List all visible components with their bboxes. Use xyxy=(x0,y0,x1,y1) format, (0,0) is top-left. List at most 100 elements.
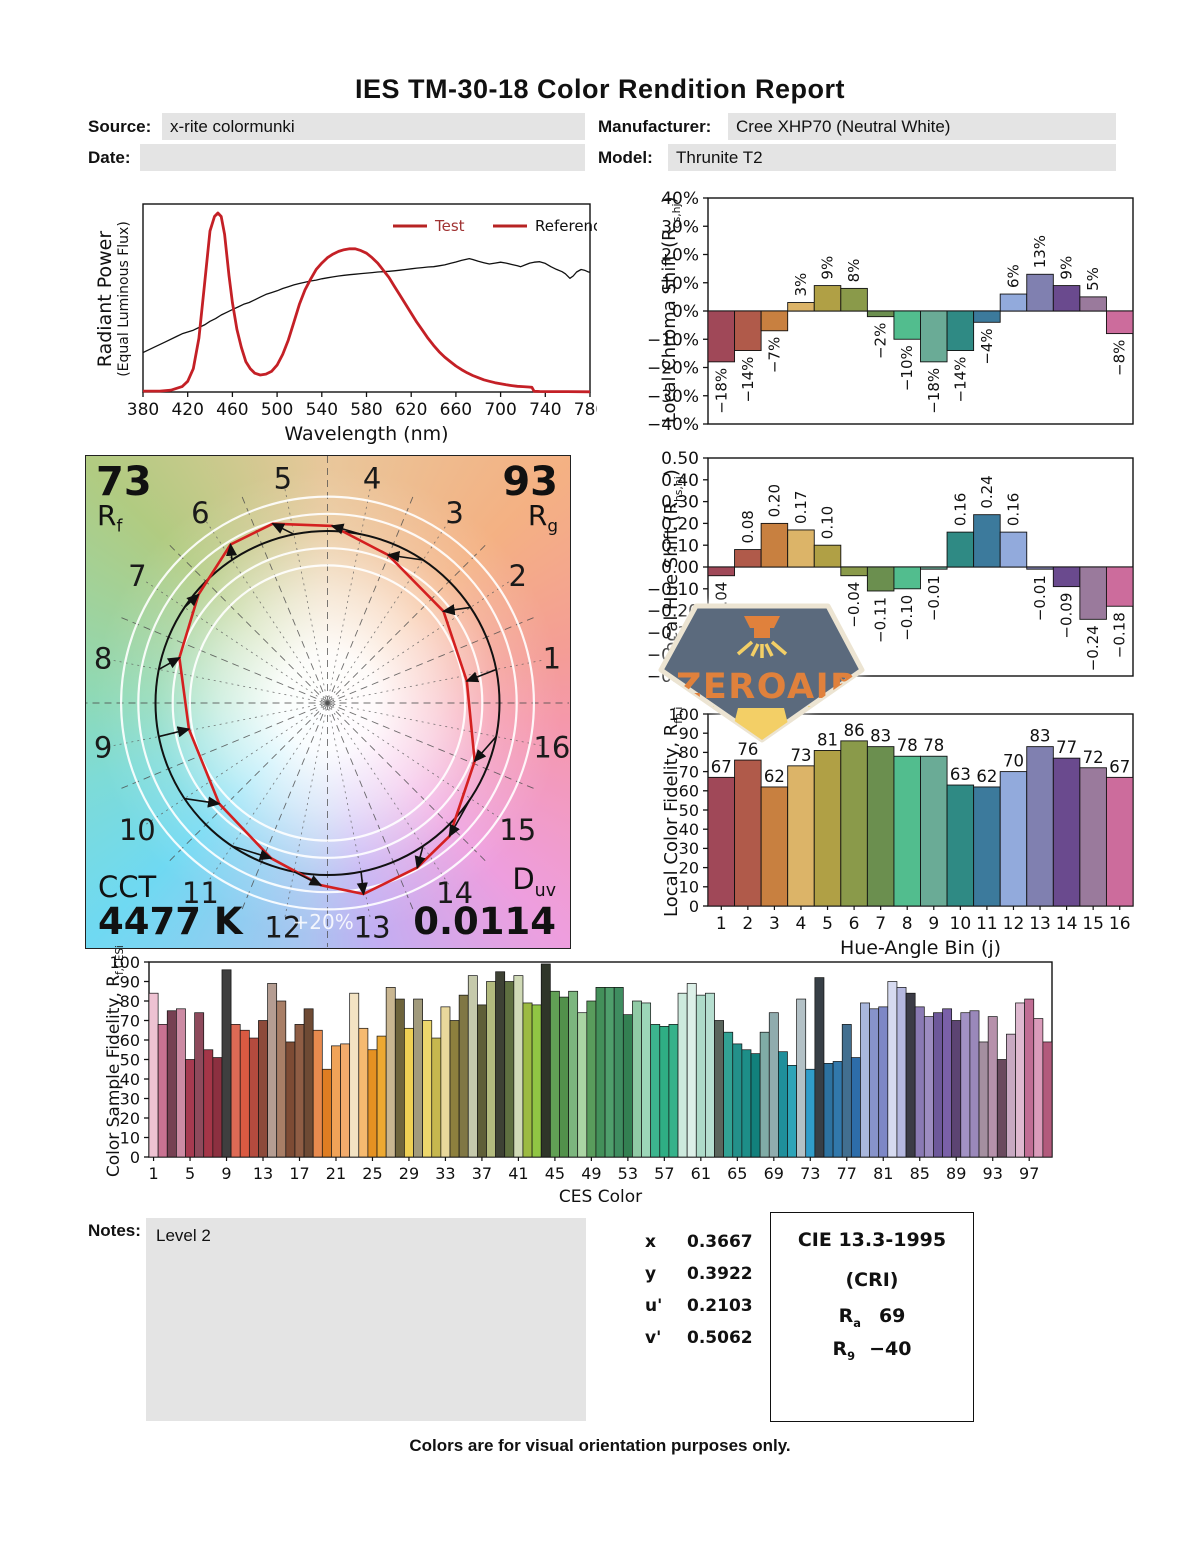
svg-text:10: 10 xyxy=(120,1128,140,1147)
svg-text:15: 15 xyxy=(499,813,536,847)
ces-bar-14 xyxy=(267,983,278,1158)
ces-bar-54 xyxy=(632,1000,642,1158)
svg-text:65: 65 xyxy=(727,1164,747,1183)
svg-text:Wavelength (nm): Wavelength (nm) xyxy=(284,423,448,445)
svg-text:69: 69 xyxy=(764,1164,784,1183)
model-label: Model: xyxy=(598,148,653,167)
ces-bar-84 xyxy=(905,992,916,1158)
svg-text:16: 16 xyxy=(1109,914,1131,934)
bar-bin-13 xyxy=(1026,273,1054,312)
rg-label: Rg xyxy=(527,499,558,536)
svg-text:0.16: 0.16 xyxy=(951,493,969,526)
svg-text:73: 73 xyxy=(800,1164,820,1183)
svg-text:0.10: 0.10 xyxy=(819,506,837,539)
ces-bar-85 xyxy=(914,1006,925,1158)
svg-text:−0.01: −0.01 xyxy=(1031,575,1049,621)
svg-text:90: 90 xyxy=(120,972,140,991)
bar-bin-7 xyxy=(866,310,895,318)
ces-bar-13 xyxy=(258,1020,268,1158)
ces-bar-87 xyxy=(933,1012,943,1158)
rf-label: Rf xyxy=(97,499,123,536)
fidelity-bar-bin-3 xyxy=(760,786,789,907)
ces-bar-6 xyxy=(194,1012,205,1158)
svg-text:41: 41 xyxy=(508,1164,528,1183)
notes-value: Level 2 xyxy=(146,1218,586,1421)
svg-text:0: 0 xyxy=(689,897,699,916)
svg-text:7: 7 xyxy=(875,914,886,934)
ces-bar-17 xyxy=(294,1024,305,1158)
date-label: Date: xyxy=(88,148,131,167)
shift-arrow-bin-6 xyxy=(225,542,238,561)
fidelity-bar-bin-8 xyxy=(893,755,921,907)
svg-text:−10%: −10% xyxy=(647,330,699,350)
bar-bin-3 xyxy=(760,522,789,568)
ces-bar-72 xyxy=(796,998,807,1158)
ces-bar-28 xyxy=(394,998,405,1158)
ces-bar-43 xyxy=(531,1004,542,1158)
svg-text:4: 4 xyxy=(796,914,807,934)
ces-bar-8 xyxy=(212,1057,223,1158)
svg-text:97: 97 xyxy=(1019,1164,1039,1183)
ces-bar-3 xyxy=(166,1010,177,1158)
ces-bar-47 xyxy=(568,990,579,1158)
ces-bar-75 xyxy=(823,1063,834,1158)
svg-text:0.30: 0.30 xyxy=(661,493,699,513)
svg-text:0.17: 0.17 xyxy=(792,491,810,524)
svg-text:6: 6 xyxy=(849,914,860,934)
svg-text:−10%: −10% xyxy=(898,345,916,391)
svg-text:73: 73 xyxy=(790,746,811,765)
page-title: IES TM-30-18 Color Rendition Report xyxy=(354,74,846,104)
bar-bin-5 xyxy=(813,285,842,312)
ces-bar-77 xyxy=(841,1024,852,1158)
shift-arrow-bin-2 xyxy=(441,604,471,616)
svg-text:1: 1 xyxy=(716,914,727,934)
svg-text:72: 72 xyxy=(1083,748,1104,767)
zeroair-badge: ZEROAIR ORG xyxy=(658,603,865,743)
svg-text:20%: 20% xyxy=(661,246,699,266)
svg-text:14: 14 xyxy=(1056,914,1078,934)
chromaticity-v-prime: v' 0.5062 xyxy=(645,1328,753,1348)
test-polygon xyxy=(178,522,477,896)
spectral-power-chart: Radiant Power (Equal Luminous Flux) 380 4… xyxy=(85,188,611,450)
svg-text:0: 0 xyxy=(130,1148,140,1167)
local-chroma-shift-chart: Local Chroma Shift (Rcs,hj) 40% 30% 20% 10%… xyxy=(628,186,1140,448)
svg-text:78: 78 xyxy=(923,736,944,755)
ces-bar-88 xyxy=(942,1008,953,1158)
notes-label: Notes: xyxy=(88,1221,141,1240)
svg-text:420: 420 xyxy=(171,400,203,420)
svg-text:540: 540 xyxy=(306,400,338,420)
ces-bar-58 xyxy=(668,1024,679,1158)
svg-text:9%: 9% xyxy=(819,256,837,280)
svg-text:86: 86 xyxy=(844,721,865,740)
svg-text:57: 57 xyxy=(654,1164,674,1183)
bar-bin-14 xyxy=(1052,566,1081,588)
ces-bar-73 xyxy=(805,1068,816,1158)
ces-bar-91 xyxy=(969,1010,980,1158)
shift-arrow-bin-15 xyxy=(448,798,472,838)
badge-shield xyxy=(658,603,865,743)
bar-bin-1 xyxy=(707,310,736,363)
ces-bar-65 xyxy=(732,1043,743,1158)
ces-bar-42 xyxy=(522,1002,533,1158)
svg-text:460: 460 xyxy=(216,400,248,420)
svg-text:29: 29 xyxy=(399,1164,419,1183)
ces-bar-60 xyxy=(686,983,697,1158)
cri-title: CIE 13.3-1995 xyxy=(797,1229,947,1251)
ces-y-axis-label: Color Sample Fidelity, Rf,CESi xyxy=(103,945,127,1178)
svg-text:−30%: −30% xyxy=(647,387,699,407)
ces-bar-95 xyxy=(1006,1033,1016,1158)
chromaticity-u-prime: u' 0.2103 xyxy=(645,1296,753,1316)
svg-text:−0.01: −0.01 xyxy=(925,575,943,621)
ces-bar-69 xyxy=(768,1012,779,1158)
bar-bin-2 xyxy=(734,549,762,568)
ces-bar-46 xyxy=(559,996,569,1158)
rg-value: 93 xyxy=(502,459,558,505)
fidelity-bar-bin-7 xyxy=(866,746,895,907)
ces-bar-5 xyxy=(185,1059,195,1158)
svg-text:70: 70 xyxy=(120,1011,140,1030)
spd-plot: 380 420 460 500 540 580 620 660 700 740 780 Wavelen… xyxy=(127,203,611,445)
svg-text:13%: 13% xyxy=(1031,235,1049,268)
ces-bar-62 xyxy=(705,992,715,1158)
svg-text:83: 83 xyxy=(870,727,891,746)
